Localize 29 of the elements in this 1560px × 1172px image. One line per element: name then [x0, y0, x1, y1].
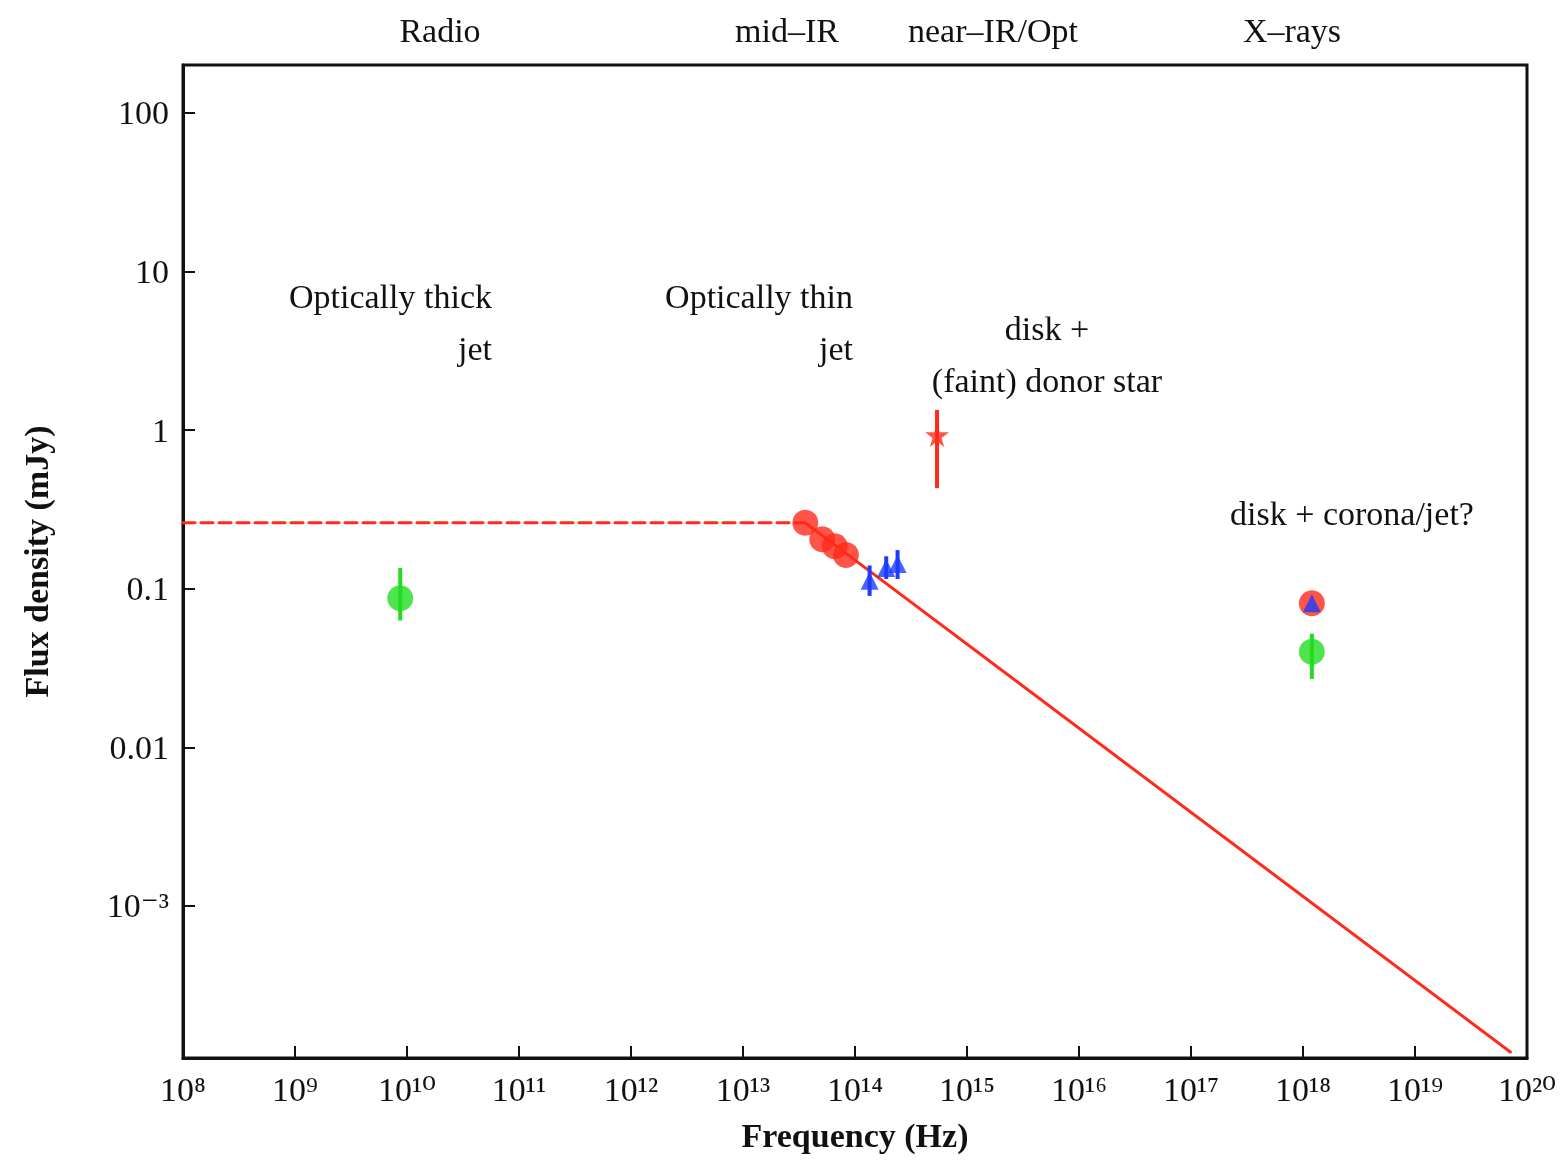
y-tick-label: 100	[118, 94, 169, 132]
annotation: disk + (faint) donor star	[931, 309, 1163, 400]
x-tick-label: 10¹¹	[491, 1070, 547, 1108]
y-tick-label: 10	[135, 252, 169, 290]
text: mid–IR	[735, 11, 840, 49]
x-axis-title: Frequency (Hz)	[741, 1116, 969, 1155]
x-tick-label: 10¹⁹	[1386, 1070, 1444, 1108]
y-tick-label: 0.1	[126, 570, 169, 608]
x-tick-label: 10¹⁶	[1050, 1070, 1108, 1108]
x-tick-label: 10¹⁸	[1274, 1070, 1332, 1108]
annotation: Optically thin jet	[665, 277, 854, 367]
x-tick-label: 10²⁰	[1498, 1070, 1556, 1108]
x-tick-label: 10⁸	[160, 1070, 206, 1108]
text: X–rays	[1242, 11, 1342, 49]
text: near–IR/Opt	[908, 11, 1079, 49]
y-tick-label: 0.01	[109, 728, 169, 766]
y-axis-title: Flux density (mJy)	[17, 425, 56, 698]
annotation: Optically thick jet	[288, 277, 493, 367]
y-tick-label: 1	[152, 411, 169, 449]
x-tick-label: 10¹⁷	[1162, 1070, 1220, 1108]
x-tick-label: 10¹⁵	[938, 1070, 996, 1108]
y-tick-label: 10⁻³	[106, 887, 169, 925]
x-tick-label: 10¹⁴	[826, 1070, 884, 1108]
annotation: disk + corona/jet?	[1230, 494, 1474, 532]
x-tick-label: 10⁹	[272, 1070, 318, 1108]
x-tick-label: 10¹²	[603, 1070, 659, 1108]
text: Radio	[399, 11, 481, 49]
x-tick-label: 10¹³	[715, 1070, 771, 1108]
x-tick-label: 10¹⁰	[378, 1070, 436, 1108]
